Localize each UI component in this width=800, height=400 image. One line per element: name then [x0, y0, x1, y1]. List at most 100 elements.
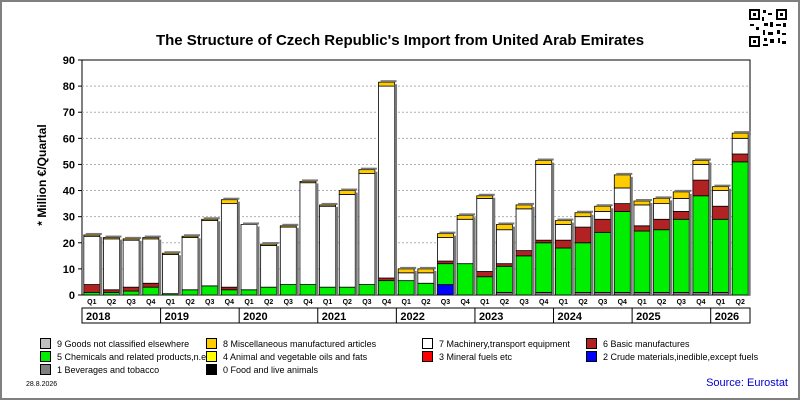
x-tick-label: Q2 — [264, 299, 273, 306]
bar-segment — [240, 289, 258, 296]
bar-segment — [417, 282, 435, 296]
legend-swatch — [422, 338, 433, 349]
y-tick-label: 90 — [63, 55, 75, 67]
bar-segment — [456, 263, 474, 296]
bar-shadow-top — [341, 188, 358, 191]
legend-swatch — [586, 338, 597, 349]
bar-shadow — [433, 270, 437, 295]
bar-segment — [378, 280, 395, 296]
legend-swatch — [422, 351, 433, 362]
x-tick-label: Q1 — [87, 299, 96, 306]
bar-segment — [319, 286, 336, 296]
bar-segment — [633, 230, 651, 293]
bar-segment — [162, 254, 179, 295]
bar-shadow — [649, 203, 653, 295]
bar-segment — [515, 255, 533, 296]
bar-segment — [476, 197, 494, 272]
bar-segment — [633, 200, 651, 206]
bar-segment — [299, 181, 317, 184]
legend-swatch — [40, 351, 51, 362]
legend-swatch — [206, 351, 217, 362]
bar-shadow-top — [635, 199, 652, 201]
bar-segment — [378, 81, 395, 87]
x-tick-label: Q2 — [185, 299, 194, 306]
bar-segment — [535, 164, 553, 241]
bar-shadow-top — [223, 197, 240, 200]
x-tick-label: Q2 — [736, 299, 745, 306]
bar-segment — [515, 204, 533, 210]
bar-segment — [535, 242, 553, 293]
bar-segment — [181, 237, 199, 291]
bar-segment — [653, 203, 670, 220]
y-tick-label: 20 — [63, 238, 75, 250]
bar-shadow — [198, 238, 201, 295]
x-tick-label: Q1 — [402, 299, 411, 306]
bar-segment — [672, 191, 690, 199]
y-tick-label: 10 — [63, 264, 75, 276]
legend-item: 0 Food and live animals — [206, 364, 318, 375]
bar-shadow-top — [675, 189, 692, 192]
bar-shadow-top — [85, 232, 102, 235]
bar-segment — [613, 174, 631, 189]
legend-label: 6 Basic manufactures — [603, 338, 690, 349]
bar-segment — [437, 263, 454, 285]
bar-shadow — [237, 201, 240, 295]
bar-segment — [181, 235, 199, 238]
bar-shadow — [591, 214, 594, 295]
bar-shadow — [571, 222, 574, 295]
bar-shadow — [551, 162, 555, 295]
bar-segment — [142, 282, 160, 288]
bar-segment — [594, 231, 612, 293]
legend-item: 4 Animal and vegetable oils and fats — [206, 351, 367, 362]
x-tick-label: Q2 — [500, 299, 509, 306]
legend-swatch — [586, 351, 597, 362]
bar-shadow — [610, 208, 614, 295]
bar-shadow-top — [596, 204, 613, 207]
legend-item: 8 Miscellaneous manufactured articles — [206, 338, 376, 349]
bar-segment — [515, 208, 533, 252]
bar-shadow-top — [557, 218, 574, 221]
bar-segment — [672, 197, 690, 212]
x-tick-label: Q1 — [244, 299, 253, 306]
bar-shadow — [257, 226, 260, 295]
bar-shadow-top — [537, 158, 554, 161]
bar-shadow — [669, 200, 673, 295]
source-label: Source: Eurostat — [706, 377, 788, 389]
y-tick-label: 0 — [69, 290, 75, 302]
bar-segment — [731, 161, 749, 296]
x-tick-label: Q1 — [559, 299, 568, 306]
bar-chart: 0 10 20 30 40 50 60 70 80 90 Q1 Q2 Q3 Q4 Q1 Q2 Q3 Q4 Q1 Q2 Q… — [63, 55, 751, 324]
x-tick-label: Q3 — [598, 299, 607, 306]
bar-shadow — [453, 235, 456, 295]
bar-segment — [456, 218, 474, 265]
bar-shadow-top — [301, 179, 318, 182]
bar-shadow — [315, 183, 319, 295]
bar-segment — [260, 286, 278, 296]
bar-segment — [319, 205, 336, 288]
bar-segment — [378, 85, 395, 279]
legend-label: 4 Animal and vegetable oils and fats — [223, 351, 368, 362]
bar-shadow — [708, 162, 712, 295]
bar-segment — [358, 284, 376, 296]
year-label: 2021 — [322, 311, 346, 323]
x-tick-label: Q4 — [146, 299, 155, 306]
bar-shadow-top — [439, 231, 456, 234]
bar-segment — [103, 238, 120, 291]
bar-segment — [554, 224, 572, 241]
legend-swatch — [206, 338, 217, 349]
bar-shadow-top — [144, 235, 161, 238]
bar-segment — [142, 237, 160, 240]
bar-segment — [397, 280, 415, 296]
bar-shadow — [394, 84, 398, 295]
bar-segment — [574, 242, 592, 293]
x-tick-label: Q3 — [677, 299, 686, 306]
bar-segment — [496, 224, 513, 231]
x-tick-label: Q1 — [166, 299, 175, 306]
legend-label: 1 Beverages and tobacco — [57, 364, 160, 375]
year-label: 2018 — [86, 311, 110, 323]
bar-shadow-top — [243, 222, 259, 225]
bar-shadow-top — [577, 210, 593, 213]
bar-segment — [613, 187, 631, 205]
legend-item: 3 Mineral fuels etc — [422, 351, 512, 362]
bar-segment — [731, 132, 749, 139]
